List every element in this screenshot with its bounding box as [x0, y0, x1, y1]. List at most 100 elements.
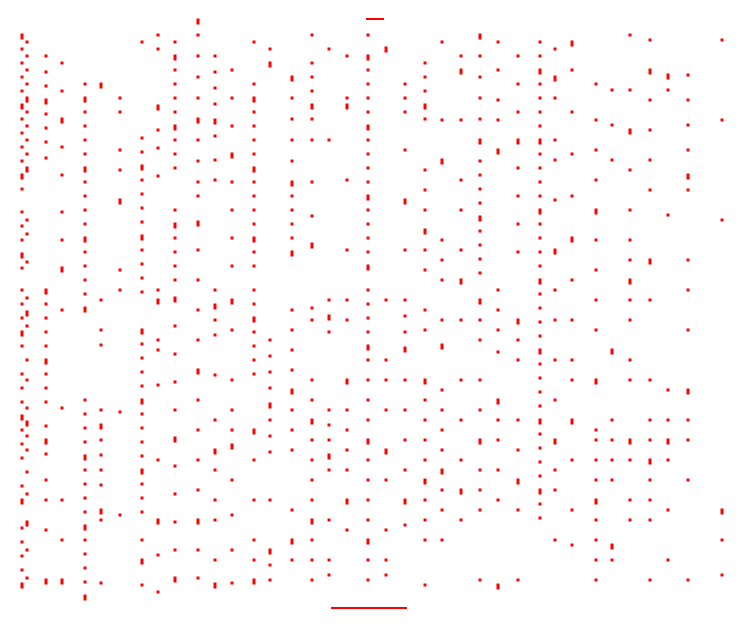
data-point: [570, 68, 574, 72]
data-point: [345, 96, 349, 100]
data-point: [213, 468, 217, 472]
data-point: [538, 488, 542, 495]
data-point: [570, 378, 574, 382]
data-point: [60, 145, 64, 149]
data-point: [686, 98, 690, 102]
data-point: [140, 206, 144, 210]
data-point: [25, 324, 29, 328]
data-point: [140, 262, 144, 266]
data-point: [173, 138, 177, 142]
data-point: [196, 548, 200, 552]
data-point: [570, 508, 574, 512]
data-point: [20, 210, 24, 214]
data-point: [594, 378, 598, 385]
data-point: [423, 378, 427, 385]
data-point: [310, 558, 314, 562]
data-point: [83, 538, 87, 542]
data-point: [538, 418, 542, 425]
data-point: [252, 428, 256, 435]
data-point: [538, 250, 542, 254]
data-point: [570, 543, 574, 547]
data-point: [686, 418, 690, 422]
data-point: [310, 214, 314, 218]
data-point: [538, 516, 542, 520]
data-point: [440, 258, 444, 262]
data-point: [196, 96, 200, 100]
data-point: [516, 448, 520, 452]
data-point: [173, 464, 177, 468]
data-point: [327, 453, 331, 460]
data-point: [423, 308, 427, 312]
data-point: [290, 388, 294, 395]
data-point: [118, 96, 122, 100]
data-point: [648, 38, 652, 42]
data-point: [384, 358, 388, 362]
data-point: [628, 498, 632, 502]
data-point: [478, 468, 482, 472]
data-point: [25, 548, 29, 552]
data-point: [478, 488, 482, 492]
data-point: [44, 126, 48, 130]
data-point: [478, 298, 482, 305]
data-point: [118, 288, 122, 292]
data-point: [268, 548, 272, 555]
data-point: [20, 568, 24, 572]
data-point: [60, 538, 64, 542]
data-point: [44, 386, 48, 390]
data-point: [648, 188, 652, 192]
data-point: [478, 159, 482, 163]
data-point: [20, 554, 24, 558]
data-point: [83, 278, 87, 282]
data-point: [230, 428, 234, 432]
data-point: [20, 330, 24, 337]
data-point: [648, 98, 652, 102]
data-point: [213, 158, 217, 162]
data-point: [268, 578, 272, 582]
data-point: [516, 318, 520, 325]
data-point: [213, 333, 217, 337]
data-point: [173, 250, 177, 254]
data-point: [459, 318, 463, 322]
data-point: [156, 298, 160, 305]
data-point: [118, 148, 122, 152]
data-point: [366, 250, 370, 254]
data-point: [196, 488, 200, 492]
data-point: [538, 40, 542, 44]
data-point: [478, 201, 482, 205]
data-point: [140, 290, 144, 294]
data-point: [720, 38, 724, 42]
data-point: [628, 518, 632, 522]
data-point: [252, 124, 256, 128]
data-point: [440, 318, 444, 322]
data-point: [213, 582, 217, 589]
data-point: [290, 448, 294, 452]
data-point: [666, 418, 670, 422]
data-point: [252, 208, 256, 212]
data-point: [156, 146, 160, 150]
data-point: [366, 358, 370, 362]
data-point: [594, 82, 598, 86]
data-point: [384, 46, 388, 53]
data-point: [173, 208, 177, 212]
data-point: [366, 110, 370, 114]
data-point: [403, 438, 407, 442]
data-point: [213, 373, 217, 377]
data-point: [538, 166, 542, 170]
data-point: [366, 236, 370, 240]
data-point: [423, 61, 427, 65]
data-point: [459, 68, 463, 75]
data-point: [310, 117, 314, 121]
data-point: [345, 448, 349, 452]
data-point: [213, 318, 217, 322]
data-point: [290, 508, 294, 512]
data-point: [594, 328, 598, 332]
data-point: [666, 438, 670, 445]
data-point: [478, 117, 482, 121]
data-point: [83, 124, 87, 128]
data-point: [140, 440, 144, 444]
data-point: [268, 402, 272, 409]
data-point: [538, 474, 542, 478]
data-point: [196, 138, 200, 142]
data-point: [230, 581, 234, 585]
data-point: [140, 328, 144, 335]
